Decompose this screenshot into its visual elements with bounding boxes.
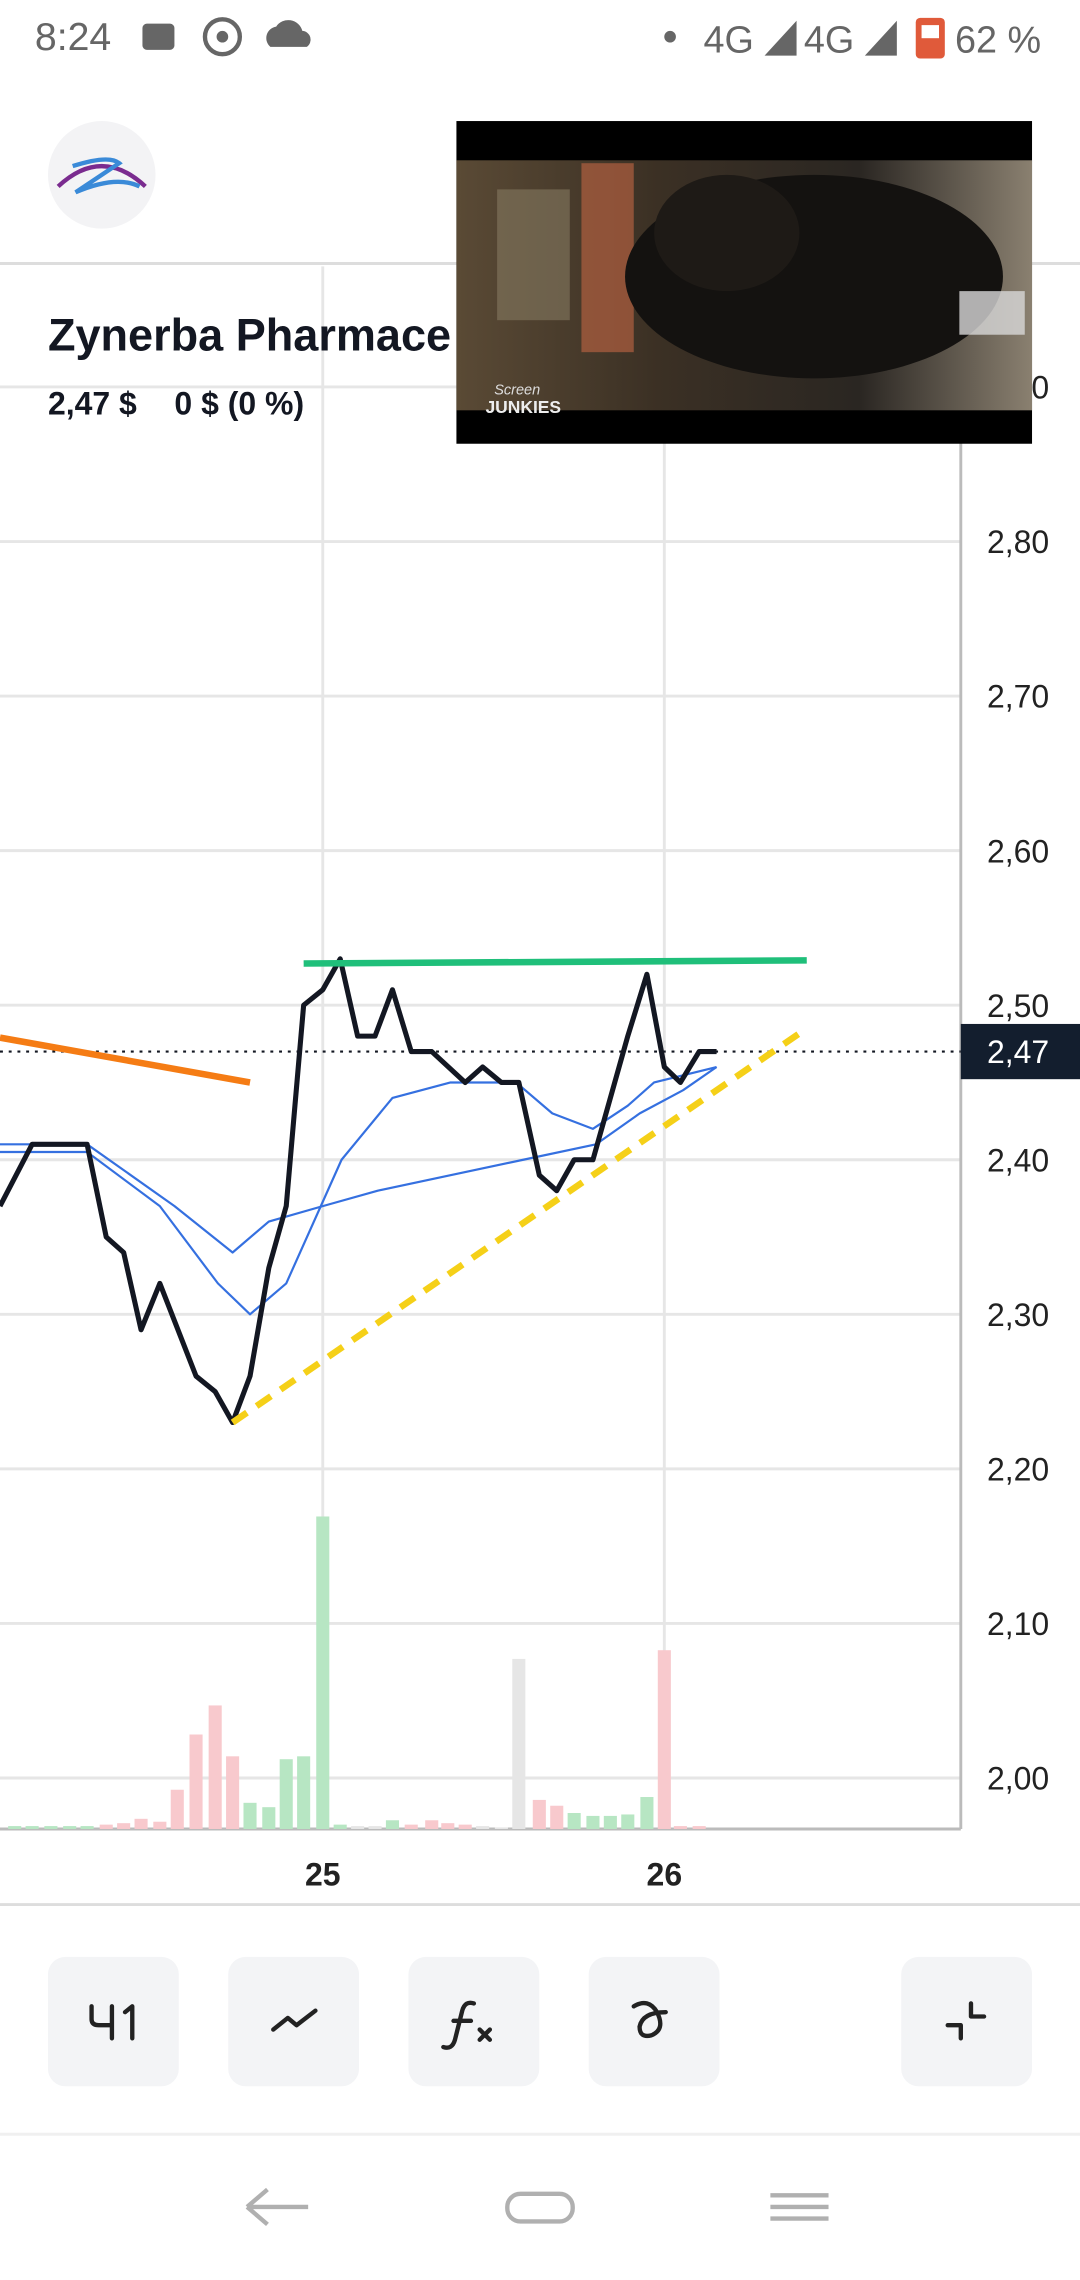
volume-bar xyxy=(333,1824,347,1829)
volume-bar xyxy=(44,1826,58,1829)
moving-average-line xyxy=(0,1065,717,1316)
volume-bar xyxy=(567,1813,581,1829)
volume-bar xyxy=(621,1814,635,1829)
network: 4G xyxy=(804,20,854,62)
back-button[interactable] xyxy=(245,2187,309,2227)
trend-line xyxy=(303,957,807,967)
menu-button[interactable] xyxy=(770,2193,829,2221)
volume-bar xyxy=(117,1823,131,1829)
volume-bar xyxy=(532,1799,546,1829)
y-tick-label: 2,50 xyxy=(987,988,1049,1024)
volume-bar xyxy=(657,1650,671,1829)
status-icons xyxy=(142,17,945,59)
watermark: JUNKIES xyxy=(485,397,561,417)
watermark: Screen xyxy=(494,382,540,398)
drawing-button[interactable] xyxy=(588,1956,720,2087)
battery-level: 62 % xyxy=(955,20,1041,62)
volume-bar xyxy=(316,1516,330,1829)
toolbar-icons xyxy=(89,2000,987,2050)
volume-bar xyxy=(476,1826,490,1829)
stock-title: Zynerba Pharmace xyxy=(48,310,451,361)
volume-bar xyxy=(99,1824,113,1829)
volume-bar xyxy=(425,1820,439,1829)
volume-bar xyxy=(262,1807,276,1829)
volume-bar xyxy=(134,1818,148,1829)
y-tick-label: 2,20 xyxy=(987,1451,1049,1487)
logo[interactable] xyxy=(47,121,156,229)
y-tick-label: 2,30 xyxy=(987,1297,1049,1333)
x-tick-label: 26 xyxy=(647,1857,683,1893)
clock: 8:24 xyxy=(35,15,111,59)
nav-bar xyxy=(0,2134,1080,2280)
volume-bar xyxy=(603,1815,617,1829)
chart: 2,002,102,202,302,402,502,602,702,802,90… xyxy=(0,266,1080,1893)
volume-bar xyxy=(692,1826,706,1829)
indicators-button[interactable] xyxy=(408,1956,540,2087)
volume-bar xyxy=(170,1789,184,1829)
y-tick-label: 2,40 xyxy=(987,1142,1049,1178)
home-button[interactable] xyxy=(505,2191,575,2224)
volume-bar xyxy=(441,1823,455,1829)
volume-bar xyxy=(80,1826,94,1829)
volume-bar xyxy=(63,1826,77,1829)
volume-bar xyxy=(25,1826,39,1829)
last-price-label: 2,47 xyxy=(987,1034,1049,1070)
volume-bar xyxy=(385,1820,399,1829)
volume-bar xyxy=(640,1797,654,1829)
y-tick-label: 2,70 xyxy=(987,679,1049,715)
volume-bar xyxy=(404,1824,418,1829)
trend-line xyxy=(0,1034,251,1086)
y-tick-label: 2,00 xyxy=(987,1761,1049,1797)
status-bar: 8:24 4G 4G 62 % xyxy=(35,15,1041,62)
video-overlay[interactable]: Screen JUNKIES xyxy=(456,121,1033,444)
last-price-badge xyxy=(960,1023,1080,1080)
price-line xyxy=(0,956,717,1426)
volume-bar xyxy=(8,1826,22,1829)
y-tick-label: 2,60 xyxy=(987,833,1049,869)
volume-bar xyxy=(512,1658,526,1829)
x-tick-label: 25 xyxy=(305,1857,341,1893)
volume-bar xyxy=(586,1815,600,1829)
network: 4G xyxy=(704,20,754,62)
volume-bar xyxy=(189,1734,203,1829)
volume-bar xyxy=(673,1826,687,1829)
volume-bar xyxy=(279,1759,293,1829)
volume-bar xyxy=(458,1824,472,1829)
plot-area xyxy=(0,956,961,1829)
volume-bar xyxy=(368,1826,382,1829)
stock-change: 0 $ (0 %) xyxy=(174,386,304,422)
fullscreen-button[interactable] xyxy=(901,1956,1033,2087)
volume-bar xyxy=(494,1827,508,1829)
volume-bar xyxy=(550,1805,564,1829)
y-tick-label: 2,10 xyxy=(987,1606,1049,1642)
volume-bar xyxy=(226,1756,240,1829)
volume-bar xyxy=(208,1705,222,1829)
moving-average-line xyxy=(0,1066,718,1254)
y-tick-label: 2,80 xyxy=(987,524,1049,560)
volume-bar xyxy=(351,1826,365,1829)
volume-bar xyxy=(243,1802,257,1829)
stock-price: 2,47 $ xyxy=(48,386,137,422)
volume-bar xyxy=(297,1756,311,1829)
volume-bar xyxy=(153,1821,167,1829)
